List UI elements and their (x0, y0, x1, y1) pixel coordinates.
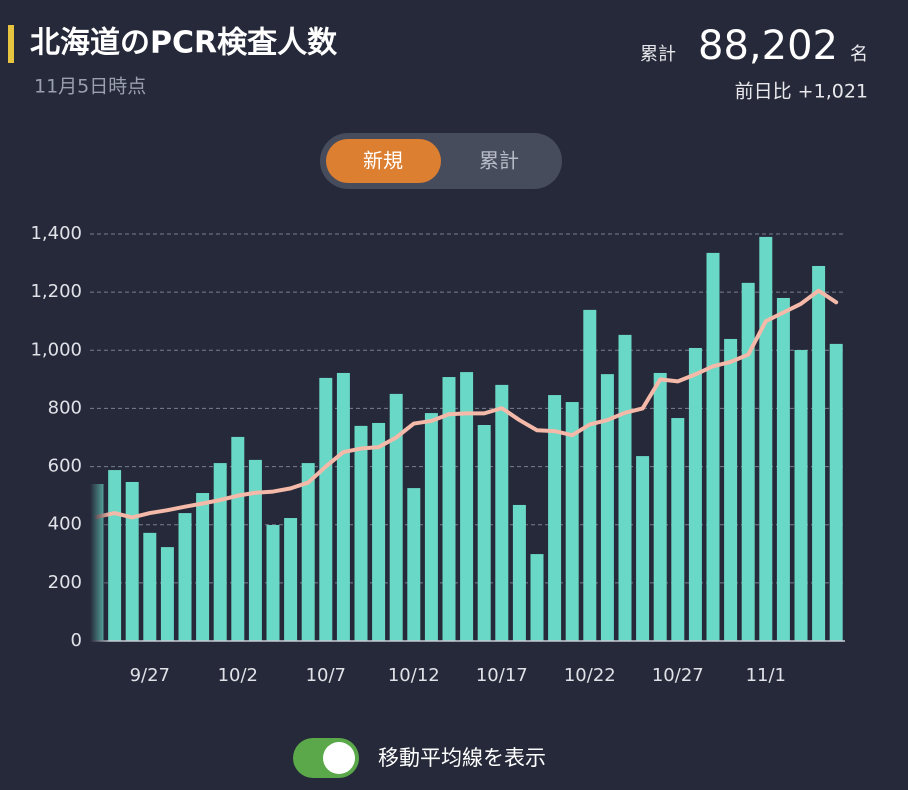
bar (724, 338, 738, 641)
bar (618, 334, 632, 641)
y-tick-label: 0 (71, 630, 82, 651)
x-tick-label: 10/27 (652, 665, 704, 686)
bar (706, 252, 720, 641)
change: 前日比 +1,021 (735, 81, 868, 103)
bar (653, 372, 667, 641)
bar (776, 297, 790, 641)
bar (442, 377, 456, 641)
bar (829, 343, 843, 641)
bar (178, 513, 192, 641)
left-fade (90, 470, 110, 642)
bar (565, 402, 579, 641)
y-tick-label: 1,400 (30, 223, 82, 244)
bar (266, 525, 280, 641)
y-tick-label: 200 (48, 572, 82, 593)
moving-average-line (95, 288, 839, 520)
bar (301, 463, 315, 641)
bar (530, 554, 544, 641)
x-tick-label: 10/12 (388, 665, 440, 686)
bar (460, 372, 474, 641)
bar (407, 488, 421, 641)
bar (600, 374, 614, 641)
title: 北海道のPCR検査人数 (30, 26, 338, 61)
x-tick-label: 10/2 (218, 665, 258, 686)
bar (336, 372, 350, 641)
bar (160, 547, 174, 641)
y-tick-label: 600 (48, 456, 82, 477)
tab-new[interactable]: 新規 (363, 149, 403, 173)
bar (812, 265, 826, 641)
x-tick-label: 10/22 (564, 665, 616, 686)
tab-active[interactable] (326, 139, 441, 183)
bar (495, 384, 509, 641)
toggle-label: 移動平均線を表示 (378, 746, 546, 770)
total-value: 88,202 (698, 23, 838, 69)
bar (231, 436, 245, 641)
bar (477, 424, 491, 641)
x-tick-label: 10/7 (306, 665, 346, 686)
plot: 0 200 400 600 800 1,000 1,200 1,400 9/27 10/2 10/7… (30, 223, 845, 686)
y-tick-label: 800 (48, 397, 82, 418)
y-tick-label: 1,200 (30, 281, 82, 302)
bar (794, 349, 808, 641)
y-tick-label: 1,000 (30, 339, 82, 360)
bar (372, 422, 386, 641)
x-tick-label: 9/27 (130, 665, 170, 686)
bar (108, 470, 122, 641)
bar (671, 418, 685, 641)
bar (548, 395, 562, 641)
x-tick-label: 11/1 (746, 665, 786, 686)
bar (512, 504, 526, 641)
bar (284, 518, 298, 641)
total-label: 累計 (640, 44, 676, 65)
bar (424, 413, 438, 641)
bar (354, 425, 368, 641)
bar (319, 377, 333, 641)
bar (636, 456, 650, 641)
total-unit: 名 (850, 44, 868, 65)
bar (759, 236, 773, 641)
tab-total[interactable]: 累計 (479, 149, 519, 173)
title-accent (8, 25, 14, 63)
bar (196, 493, 210, 641)
bar (125, 481, 139, 641)
bar (583, 309, 597, 641)
bar (248, 459, 262, 641)
bar (688, 347, 702, 641)
toggle-knob[interactable] (323, 742, 355, 774)
subtitle: 11月5日時点 (34, 76, 146, 98)
bar (213, 463, 227, 641)
y-tick-label: 400 (48, 514, 82, 535)
bar (389, 393, 403, 641)
bar (741, 282, 755, 641)
bar (143, 532, 157, 641)
x-tick-label: 10/17 (476, 665, 528, 686)
